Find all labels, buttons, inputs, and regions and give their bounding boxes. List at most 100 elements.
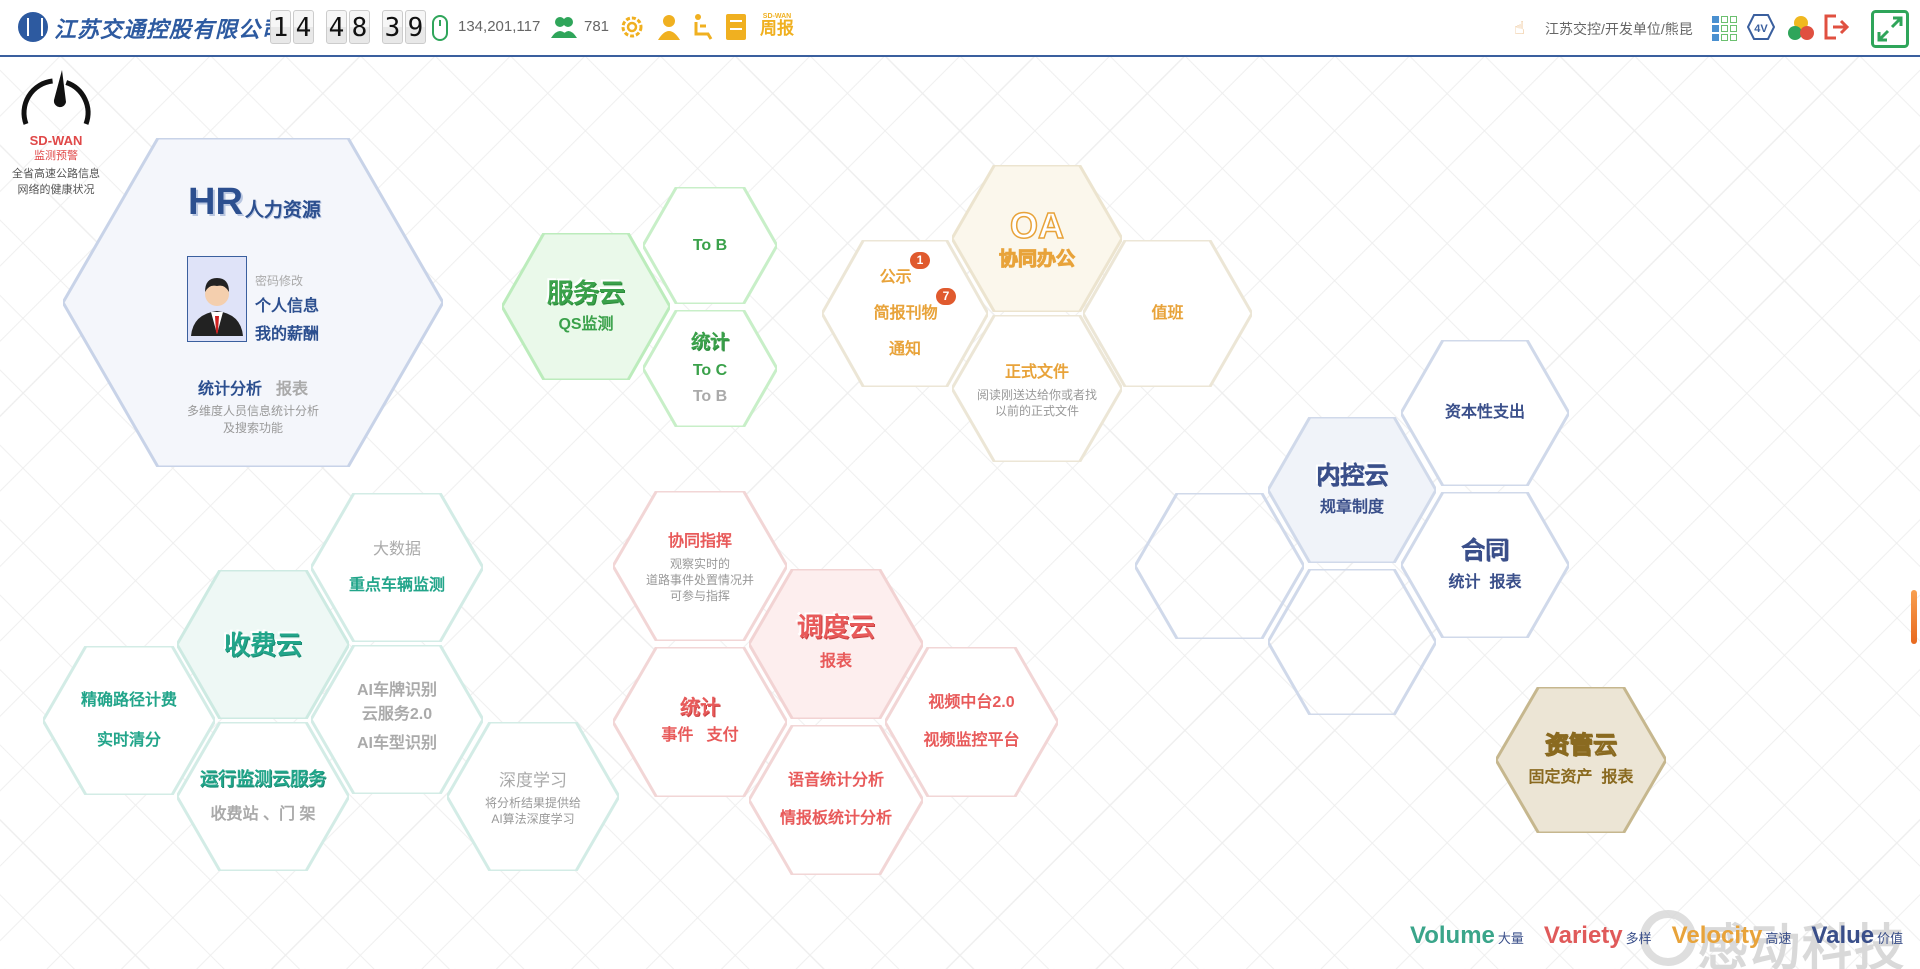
brief-badge: 7 — [935, 287, 957, 305]
notice-link[interactable]: 公示1 — [880, 251, 931, 296]
personal-info-link[interactable]: 个人信息 — [255, 298, 320, 315]
video-hexagon[interactable]: 视频中台2.0 视频监控平台 — [885, 647, 1058, 797]
ai-plate-hexagon[interactable]: AI车牌识别 云服务2.0 AI车型识别 — [311, 645, 483, 794]
path-billing-link[interactable]: 精确路径计费 — [80, 691, 177, 709]
contract-links[interactable]: 统计 报表 — [1448, 574, 1522, 591]
user-icon[interactable] — [658, 14, 680, 40]
scroll-handle[interactable] — [1911, 590, 1917, 644]
user-org-path[interactable]: 江苏交控/开发单位/熊昆 — [1545, 21, 1693, 37]
service-cloud-title: 服务云 — [546, 277, 625, 308]
tob-link[interactable]: To B — [692, 236, 728, 254]
document-icon[interactable] — [726, 14, 746, 40]
service-cloud-hexagon[interactable]: 服务云 QS监测 — [502, 233, 670, 380]
hr-title-en: HR — [188, 181, 243, 223]
four-v-label: 4V — [1754, 23, 1768, 35]
capex-link[interactable]: 资本性支出 — [1444, 404, 1525, 421]
deep-learning-desc: AI算法深度学习 — [491, 811, 575, 826]
color-circles-icon[interactable] — [1787, 14, 1815, 42]
clock-digit: 8 — [349, 10, 370, 44]
ai-plate-label[interactable]: AI车牌识别 — [356, 681, 437, 699]
my-salary-link[interactable]: 我的薪酬 — [255, 326, 320, 343]
ai-model-label[interactable]: AI车型识别 — [356, 734, 437, 752]
event-payment-links[interactable]: 事件 支付 — [661, 727, 739, 744]
brief-link[interactable]: 简报刊物7 — [874, 287, 957, 332]
toc-link[interactable]: To C — [692, 361, 728, 379]
intel-board-stats-link[interactable]: 情报板统计分析 — [779, 810, 892, 827]
four-v-icon[interactable]: 4V — [1747, 14, 1775, 40]
bigdata-hexagon[interactable]: 大数据 重点车辆监测 — [311, 493, 483, 642]
variety-label: Variety 多样 — [1543, 922, 1652, 949]
service-tob-hexagon[interactable]: To B — [643, 187, 777, 304]
internal-control-hexagon[interactable]: 内控云 规章制度 — [1268, 417, 1436, 563]
fullscreen-button[interactable] — [1871, 10, 1909, 48]
contract-hexagon[interactable]: 合同 统计 报表 — [1401, 492, 1569, 638]
seat-icon[interactable] — [692, 14, 714, 40]
toll-cloud-hexagon[interactable]: 收费云 — [177, 570, 349, 719]
hr-report-link[interactable]: 报表 — [276, 381, 309, 398]
oa-subtitle: 协同办公 — [998, 248, 1075, 270]
hr-desc: 多维度人员信息统计分析 — [186, 404, 319, 418]
tob-stats-link[interactable]: To B — [692, 387, 728, 405]
ops-monitor-hexagon[interactable]: 运行监测云服务 收费站 、门 架 — [177, 722, 349, 871]
path-billing-hexagon[interactable]: 精确路径计费 实时清分 — [43, 646, 215, 795]
gear-icon[interactable] — [619, 14, 645, 40]
sdwan-desc: 全省高速公路信息 — [12, 168, 100, 180]
volume-label: Volume 大量 — [1410, 922, 1524, 949]
assets-cloud-hexagon[interactable]: 资管云固定资产 报表 — [1496, 687, 1666, 833]
hr-desc: 及搜索功能 — [222, 421, 283, 435]
hr-stats-link[interactable]: 统计分析 — [198, 381, 263, 398]
qs-monitor-link[interactable]: QS监测 — [558, 315, 614, 333]
key-vehicle-link[interactable]: 重点车辆监测 — [348, 576, 445, 594]
oa-title: OA — [1009, 204, 1065, 247]
command-link[interactable]: 协同指挥 — [667, 533, 732, 550]
apps-grid-icon[interactable] — [1712, 16, 1737, 41]
formal-docs-link[interactable]: 正式文件 — [1004, 363, 1069, 381]
dispatch-cloud-hexagon[interactable]: 调度云 报表 — [749, 569, 923, 719]
weekly-report-button[interactable]: SD-WAN 周报 — [760, 13, 794, 38]
ops-monitor-title[interactable]: 运行监测云服务 — [200, 768, 326, 789]
inform-link[interactable]: 通知 — [888, 340, 921, 358]
hr-title-cn: 人力资源 — [244, 200, 321, 221]
command-hexagon[interactable]: 协同指挥 观察实时的 道路事件处置情况并 可参与指挥 — [613, 491, 787, 641]
clock-digit: 9 — [405, 10, 426, 44]
voice-stats-link[interactable]: 语音统计分析 — [787, 772, 884, 789]
video-monitor-link[interactable]: 视频监控平台 — [923, 732, 1020, 749]
deep-learning-hexagon[interactable]: 深度学习 将分析结果提供给 AI算法深度学习 — [447, 722, 619, 871]
command-desc: 道路事件处置情况并 — [645, 573, 754, 587]
dispatch-stats-hexagon[interactable]: 统计 事件 支付 — [613, 647, 787, 797]
realtime-clearing-link[interactable]: 实时清分 — [96, 731, 161, 749]
oa-formal-hexagon[interactable]: 正式文件 阅读刚送达给你或者找 以前的正式文件 — [952, 315, 1122, 462]
watermark-logo — [1640, 910, 1696, 966]
video-platform-link[interactable]: 视频中台2.0 — [928, 694, 1015, 711]
deep-learning-desc: 将分析结果提供给 — [484, 795, 581, 810]
duty-link[interactable]: 值班 — [1151, 304, 1184, 322]
ai-plate-label[interactable]: 云服务2.0 — [361, 705, 433, 723]
oa-notice-hexagon: 公示1 简报刊物7 通知 — [822, 240, 988, 387]
oa-hexagon[interactable]: OA 协同办公 — [952, 165, 1122, 312]
service-stats-hexagon[interactable]: 统计 To C To B — [643, 310, 777, 427]
hr-hexagon[interactable] — [63, 138, 443, 467]
logout-icon[interactable] — [1824, 14, 1850, 40]
weekly-report-label: 周报 — [760, 19, 794, 38]
company-logo — [18, 12, 48, 42]
assets-links[interactable]: 固定资产 报表 — [1528, 769, 1634, 786]
assets-cloud-title: 资管云 — [1545, 732, 1618, 760]
bigdata-label: 大数据 — [372, 540, 421, 558]
sdwan-monitor-widget[interactable]: SD-WAN 监测预警 全省高速公路信息 网络的健康状况 — [8, 66, 104, 198]
command-desc: 可参与指挥 — [669, 589, 730, 603]
clock-digit: 4 — [293, 10, 314, 44]
value-label: Value 价值 — [1811, 922, 1904, 949]
dispatch-report-link[interactable]: 报表 — [819, 653, 852, 670]
voice-stats-hexagon[interactable]: 语音统计分析 情报板统计分析 — [749, 725, 923, 875]
capex-hexagon[interactable]: 资本性支出 — [1401, 340, 1569, 486]
oa-duty-hexagon[interactable]: 值班 — [1083, 240, 1252, 387]
internal-control-title: 内控云 — [1316, 462, 1388, 489]
change-password-link[interactable]: 密码修改 — [255, 274, 304, 288]
weekly-report-top: SD-WAN — [762, 13, 792, 20]
dispatch-stats-title: 统计 — [680, 697, 720, 719]
regulations-link[interactable]: 规章制度 — [1319, 499, 1384, 516]
hr-title[interactable]: HR 人力资源 — [188, 176, 321, 224]
